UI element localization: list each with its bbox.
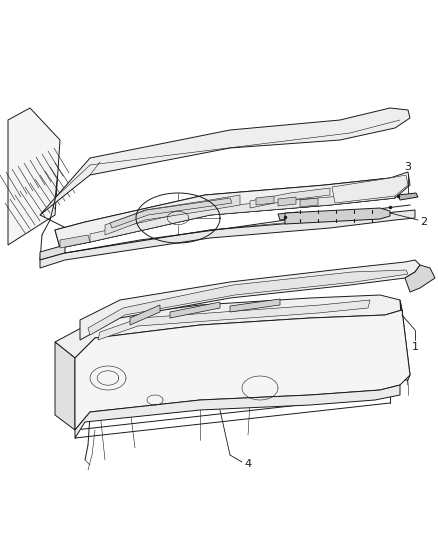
Polygon shape bbox=[80, 260, 420, 340]
Polygon shape bbox=[400, 300, 410, 380]
Polygon shape bbox=[405, 265, 435, 292]
Polygon shape bbox=[75, 385, 400, 438]
Polygon shape bbox=[40, 108, 410, 215]
Polygon shape bbox=[55, 342, 75, 430]
Text: 2: 2 bbox=[420, 217, 427, 227]
Polygon shape bbox=[300, 198, 318, 207]
Polygon shape bbox=[170, 302, 220, 318]
Polygon shape bbox=[256, 196, 274, 205]
Polygon shape bbox=[398, 193, 418, 200]
Polygon shape bbox=[55, 295, 402, 358]
Text: 3: 3 bbox=[405, 162, 411, 172]
Polygon shape bbox=[90, 190, 395, 242]
Polygon shape bbox=[8, 108, 60, 245]
Polygon shape bbox=[98, 300, 370, 340]
Polygon shape bbox=[55, 172, 410, 248]
Polygon shape bbox=[332, 175, 408, 203]
Polygon shape bbox=[55, 178, 395, 248]
Polygon shape bbox=[278, 212, 300, 220]
Polygon shape bbox=[110, 198, 232, 228]
Polygon shape bbox=[60, 235, 90, 248]
Text: 1: 1 bbox=[411, 342, 418, 352]
Polygon shape bbox=[250, 188, 330, 208]
Polygon shape bbox=[40, 245, 65, 260]
Polygon shape bbox=[285, 208, 390, 224]
Polygon shape bbox=[75, 310, 410, 430]
Text: 4: 4 bbox=[244, 459, 251, 469]
Polygon shape bbox=[230, 299, 280, 312]
Polygon shape bbox=[88, 270, 408, 335]
Polygon shape bbox=[130, 305, 160, 325]
Polygon shape bbox=[40, 210, 415, 268]
Polygon shape bbox=[278, 197, 296, 206]
Polygon shape bbox=[105, 195, 240, 235]
